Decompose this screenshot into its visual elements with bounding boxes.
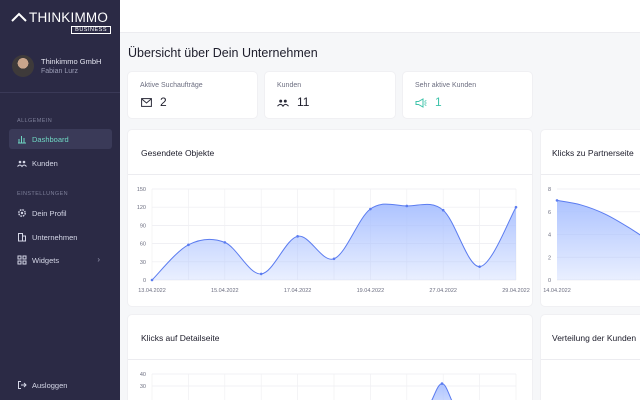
series-area bbox=[557, 200, 640, 280]
chart-detail-clicks: 30 40 bbox=[140, 372, 517, 400]
card-title: Klicks zu Partnerseite bbox=[552, 148, 634, 158]
card-detail-clicks: Klicks auf Detailseite 30 40 bbox=[128, 315, 532, 400]
chart-sent-objects: 0 30 60 90 120 150 13.04.2022 15.04.2022 17.04.2… bbox=[137, 187, 530, 294]
stat-label: Sehr aktive Kunden bbox=[415, 82, 477, 89]
stat-value: 2 bbox=[160, 95, 167, 109]
sidebar-item-label: Kunden bbox=[32, 158, 58, 168]
logout-icon bbox=[17, 380, 27, 390]
chart-partner-clicks: 0 2 4 6 8 14.04.2022 bbox=[543, 187, 640, 294]
sidebar-item-dashboard[interactable]: Dashboard bbox=[9, 129, 112, 149]
brand-name: THINKIMMO bbox=[29, 10, 109, 25]
stat-value: 11 bbox=[297, 95, 310, 109]
card-title: Klicks auf Detailseite bbox=[141, 333, 220, 343]
x-tick-label: 13.04.2022 bbox=[138, 288, 166, 294]
card-customer-distribution: Verteilung der Kunden bbox=[541, 315, 640, 400]
data-point bbox=[514, 205, 518, 209]
sidebar-item-label: Unternehmen bbox=[32, 232, 78, 242]
data-point bbox=[259, 272, 263, 276]
user-company: Thinkimmo GmbH bbox=[41, 57, 102, 66]
user-profile[interactable]: Thinkimmo GmbH Fabian Lurz bbox=[10, 53, 118, 81]
card-divider bbox=[541, 359, 640, 360]
brand-badge: BUSINESS bbox=[71, 26, 111, 34]
sidebar-item-label: Widgets bbox=[32, 255, 60, 265]
grid-icon bbox=[17, 255, 27, 265]
megaphone-icon bbox=[415, 97, 427, 108]
y-tick-label: 60 bbox=[140, 242, 146, 248]
card-divider bbox=[541, 174, 640, 175]
card-divider bbox=[128, 174, 532, 175]
data-point bbox=[405, 204, 409, 208]
gear-icon bbox=[17, 208, 27, 218]
data-point bbox=[369, 207, 372, 211]
x-tick-label: 29.04.2022 bbox=[502, 288, 530, 294]
sidebar-item-kunden[interactable]: Kunden bbox=[9, 153, 112, 173]
sidebar-item-label: Dashboard bbox=[32, 134, 69, 144]
y-tick-label: 40 bbox=[140, 372, 146, 378]
stat-label: Aktive Suchaufträge bbox=[140, 82, 203, 89]
data-point bbox=[555, 199, 559, 202]
mail-icon bbox=[140, 97, 152, 108]
logout-button[interactable]: Ausloggen bbox=[9, 375, 112, 395]
data-point bbox=[441, 208, 445, 212]
card-title: Gesendete Objekte bbox=[141, 148, 215, 158]
y-tick-label: 2 bbox=[548, 255, 551, 261]
building-icon bbox=[17, 232, 27, 242]
data-point bbox=[223, 241, 227, 244]
y-tick-label: 6 bbox=[548, 210, 551, 216]
y-tick-label: 8 bbox=[548, 187, 551, 193]
logout-label: Ausloggen bbox=[32, 380, 68, 390]
card-sent-objects: Gesendete Objekte 0 30 60 90 120 150 13.04.202… bbox=[128, 130, 532, 306]
sidebar-item-company[interactable]: Unternehmen bbox=[9, 227, 112, 247]
data-point bbox=[187, 243, 190, 247]
series-line bbox=[556, 199, 640, 236]
stat-card-customers[interactable]: Kunden 11 bbox=[265, 72, 395, 118]
page-title: Übersicht über Dein Unternehmen bbox=[128, 46, 318, 60]
series-line bbox=[151, 203, 517, 281]
sidebar-divider bbox=[0, 92, 120, 93]
x-tick-label: 15.04.2022 bbox=[211, 288, 239, 294]
y-tick-label: 120 bbox=[137, 205, 146, 211]
sidebar-item-profile[interactable]: Dein Profil bbox=[9, 203, 112, 223]
user-name: Fabian Lurz bbox=[41, 68, 78, 75]
stat-value: 1 bbox=[435, 95, 442, 109]
brand-logo[interactable]: THINKIMMO BUSINESS bbox=[11, 10, 111, 36]
data-point bbox=[440, 382, 444, 385]
card-title: Verteilung der Kunden bbox=[552, 333, 637, 343]
y-tick-label: 150 bbox=[137, 187, 146, 193]
section-label-general: ALLGEMEIN bbox=[17, 118, 53, 124]
stat-card-active-customers[interactable]: Sehr aktive Kunden 1 bbox=[403, 72, 532, 118]
sidebar-item-label: Dein Profil bbox=[32, 208, 67, 218]
avatar bbox=[12, 55, 34, 77]
stat-label: Kunden bbox=[277, 82, 302, 89]
card-divider bbox=[128, 359, 532, 360]
section-label-settings: EINSTELLUNGEN bbox=[17, 191, 69, 197]
top-bar bbox=[120, 0, 640, 33]
x-tick-label: 27.04.2022 bbox=[429, 288, 457, 294]
data-point bbox=[332, 257, 336, 261]
users-icon bbox=[17, 158, 27, 168]
chevron-right-icon: › bbox=[97, 255, 100, 264]
users-icon bbox=[277, 97, 289, 108]
data-point bbox=[150, 278, 154, 282]
y-tick-label: 0 bbox=[143, 278, 146, 284]
x-tick-label: 14.04.2022 bbox=[543, 288, 571, 294]
y-tick-label: 0 bbox=[548, 278, 551, 284]
card-partner-clicks: Klicks zu Partnerseite 0 2 4 6 8 14.04.2022 bbox=[541, 130, 640, 306]
house-roof-icon bbox=[11, 12, 27, 22]
sidebar-item-widgets[interactable]: Widgets › bbox=[9, 250, 112, 270]
sidebar: THINKIMMO BUSINESS Thinkimmo GmbH Fabian… bbox=[0, 0, 120, 400]
bar-chart-icon bbox=[17, 134, 27, 144]
y-tick-label: 90 bbox=[140, 223, 146, 229]
x-tick-label: 17.04.2022 bbox=[284, 288, 312, 294]
stat-card-search-orders[interactable]: Aktive Suchaufträge 2 bbox=[128, 72, 257, 118]
y-tick-label: 30 bbox=[140, 260, 146, 266]
x-tick-label: 19.04.2022 bbox=[357, 288, 385, 294]
data-point bbox=[296, 235, 299, 238]
series-area bbox=[431, 383, 452, 400]
y-tick-label: 4 bbox=[548, 233, 551, 239]
data-point bbox=[478, 265, 481, 268]
y-tick-label: 30 bbox=[140, 384, 146, 390]
